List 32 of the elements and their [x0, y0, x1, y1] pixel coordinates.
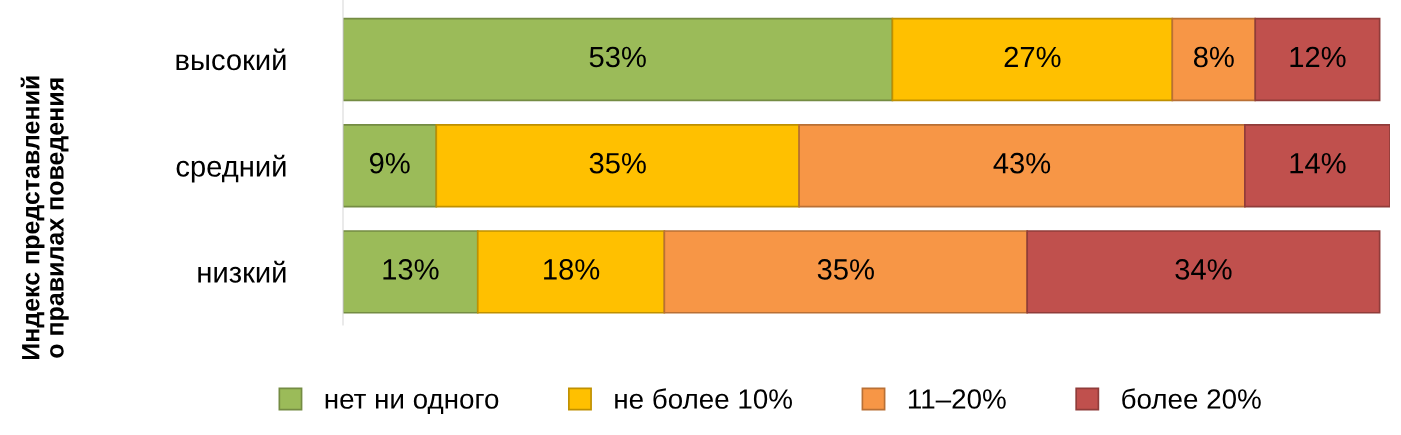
data-label: 13%: [383, 259, 439, 280]
legend-label: нет ни одного: [325, 393, 499, 415]
bar: [1244, 123, 1390, 208]
data-label: 12%: [1290, 46, 1346, 68]
y-tick-label: средний: [176, 154, 286, 183]
bar: [343, 17, 894, 102]
data-label: 14%: [1290, 152, 1346, 174]
data-label: 8%: [1193, 46, 1234, 68]
data-label: 43%: [993, 152, 1051, 174]
data-label: 35%: [589, 152, 646, 174]
data-label: 9%: [369, 152, 410, 174]
bar: [1026, 230, 1381, 314]
bar: [343, 230, 479, 314]
data-label: 35%: [817, 259, 874, 280]
bar: [476, 230, 666, 314]
bar: [663, 230, 1029, 314]
y-axis-title: Индекс представлений о правилах поведения: [20, 76, 69, 360]
legend-label: не более 10%: [615, 388, 792, 409]
data-label: 18%: [544, 259, 600, 280]
data-label: 53%: [589, 46, 646, 68]
legend-label: 11–20%: [908, 389, 1006, 409]
y-tick-label: низкий: [198, 260, 286, 283]
bar: [343, 123, 438, 208]
bar: [798, 123, 1246, 208]
bar: [1254, 17, 1381, 102]
bar: [1171, 17, 1257, 102]
data-label: 34%: [1175, 259, 1232, 280]
legend-label: более 20%: [1122, 388, 1261, 409]
y-tick-label: высокий: [176, 48, 286, 71]
data-label: 27%: [1004, 46, 1061, 68]
bar: [891, 17, 1174, 102]
bar: [435, 123, 800, 208]
